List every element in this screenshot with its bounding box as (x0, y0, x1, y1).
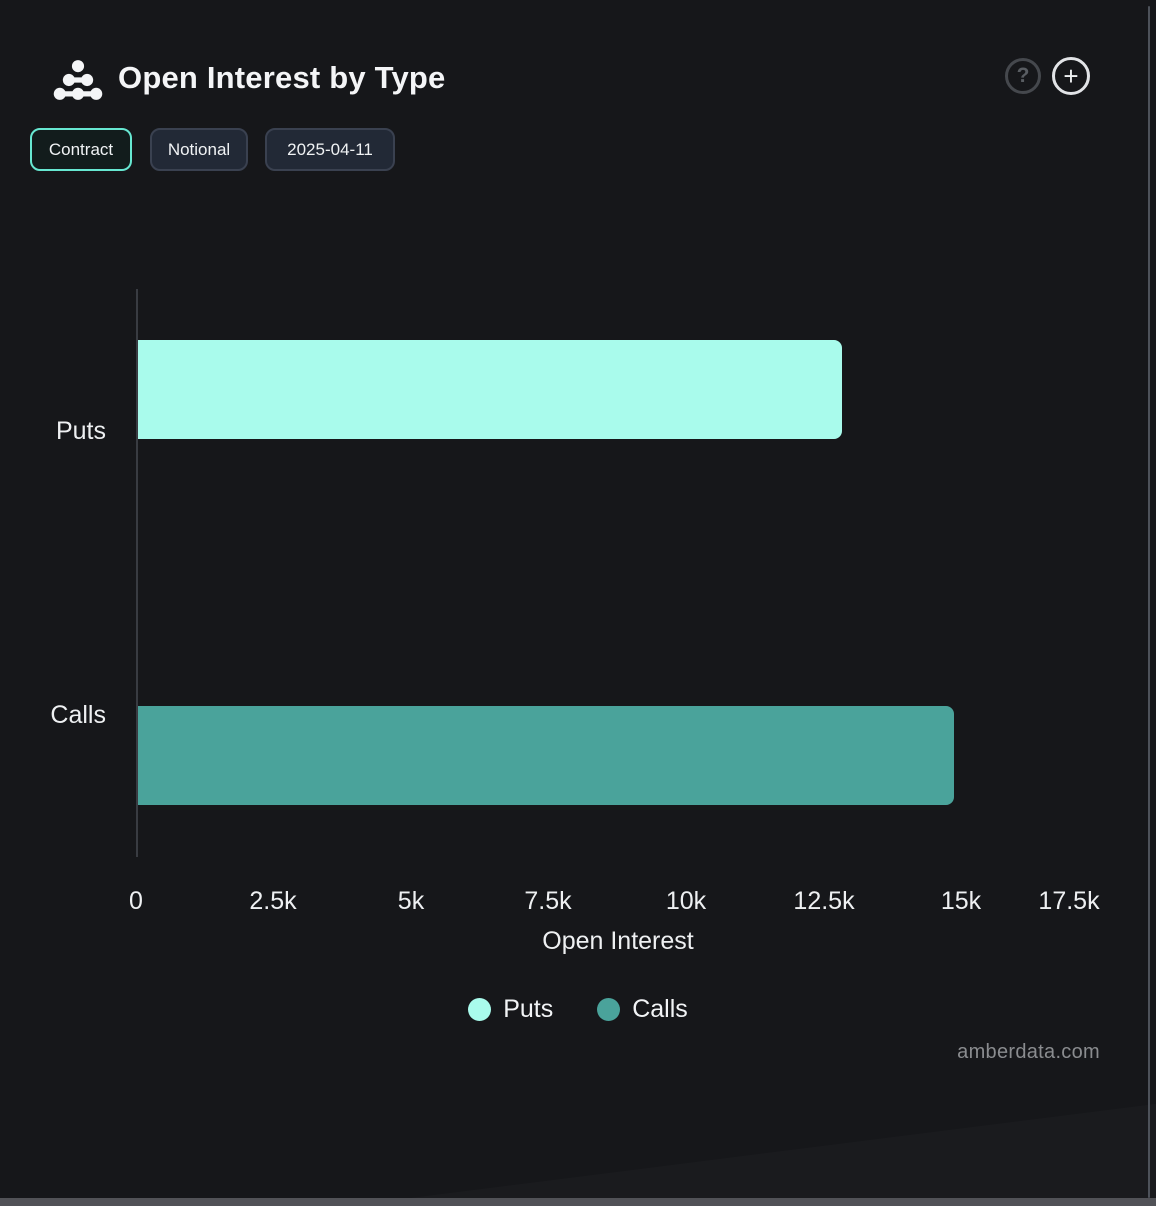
y-axis-label-puts: Puts (55, 417, 106, 445)
legend-label-calls: Calls (632, 995, 688, 1023)
contract-toggle-button[interactable]: Contract (30, 128, 132, 171)
bar-puts[interactable] (138, 340, 842, 439)
legend-dot-calls (597, 998, 621, 1021)
x-tick-label: 2.5k (249, 887, 297, 915)
notional-toggle-button[interactable]: Notional (150, 128, 248, 171)
y-axis-label-calls: Calls (50, 701, 106, 729)
page-title: Open Interest by Type (118, 60, 446, 95)
x-tick-label: 12.5k (793, 887, 855, 915)
chart-legend: Puts Calls (0, 995, 1156, 1024)
x-tick-label: 7.5k (524, 887, 572, 915)
legend-label-puts: Puts (503, 995, 554, 1023)
date-select-button[interactable]: 2025-04-11 (265, 128, 395, 171)
legend-dot-puts (468, 998, 492, 1021)
toolbar: Contract Notional 2025-04-11 (0, 128, 1156, 172)
y-axis-line (136, 289, 138, 857)
x-tick-label: 5k (397, 887, 425, 915)
vertical-scrollbar[interactable] (1148, 6, 1150, 1198)
bar-calls[interactable] (138, 706, 954, 805)
x-axis-title: Open Interest (542, 927, 694, 955)
x-tick-label: 15k (940, 887, 982, 915)
amberdata-logo-icon (52, 58, 104, 102)
help-icon[interactable]: ? (1005, 58, 1041, 94)
add-icon[interactable]: + (1052, 57, 1090, 95)
watermark-text: amberdata.com (957, 1041, 1100, 1063)
legend-item-calls[interactable]: Calls (597, 995, 688, 1024)
x-tick-label: 0 (129, 887, 143, 915)
x-tick-label: 17.5k (1038, 887, 1100, 915)
panel-header: Open Interest by Type ? + (0, 0, 1156, 120)
legend-item-puts[interactable]: Puts (468, 995, 553, 1024)
horizontal-scrollbar[interactable] (0, 1198, 1156, 1206)
x-tick-label: 10k (665, 887, 707, 915)
